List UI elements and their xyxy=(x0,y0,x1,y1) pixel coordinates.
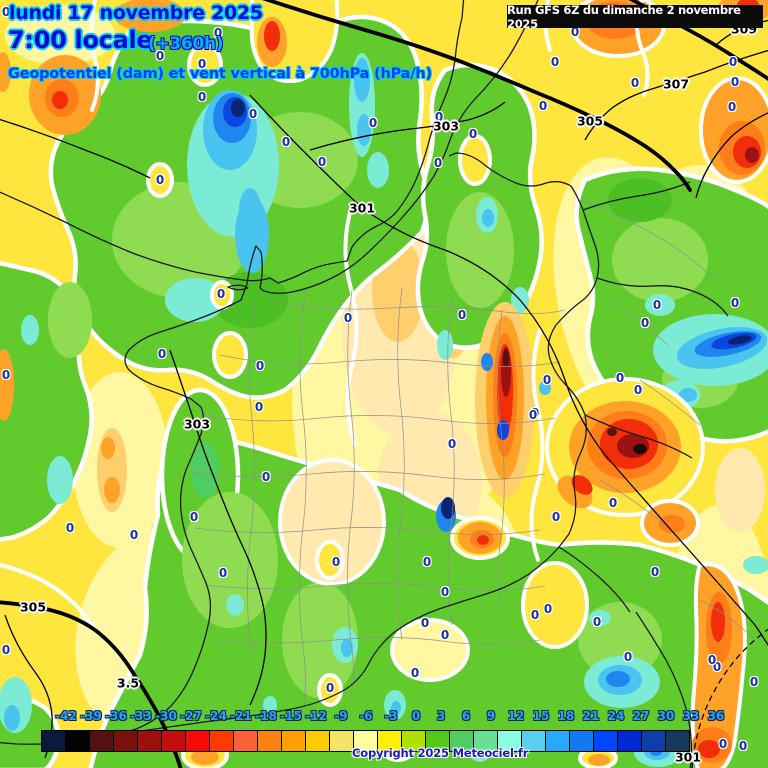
colorbar-box xyxy=(329,730,354,752)
colorbar-tick: 27 xyxy=(632,709,650,723)
colorbar-tick: -15 xyxy=(280,709,302,723)
colorbar-tick: 24 xyxy=(607,709,625,723)
date-label: lundi 17 novembre 2025 xyxy=(9,2,263,24)
colorbar-tick: 9 xyxy=(486,709,496,723)
colorbar-box xyxy=(257,730,282,752)
model-run-banner: Run GFS 6Z du dimanche 2 novembre 2025 xyxy=(507,2,763,31)
colorbar-tick: -36 xyxy=(105,709,127,723)
colorbar-tick: 12 xyxy=(507,709,525,723)
colorbar-tick: -33 xyxy=(130,709,152,723)
colorbar-box xyxy=(209,730,234,752)
colorbar-box xyxy=(305,730,330,752)
colorbar-box xyxy=(617,730,642,752)
colorbar-box xyxy=(113,730,138,752)
colorbar-box xyxy=(665,730,690,752)
colorbar-box xyxy=(545,730,570,752)
colorbar-tick: 0 xyxy=(411,709,421,723)
colorbar-box xyxy=(569,730,594,752)
colorbar-tick: -3 xyxy=(384,709,398,723)
model-run-label: Run GFS 6Z du dimanche 2 novembre 2025 xyxy=(507,2,741,31)
colorbar-tick: -21 xyxy=(230,709,252,723)
colorbar-box xyxy=(593,730,618,752)
colorbar-tick: 36 xyxy=(707,709,725,723)
colorbar-tick: 30 xyxy=(657,709,675,723)
colorbar-tick: 6 xyxy=(461,709,471,723)
colorbar-box xyxy=(41,730,66,752)
colorbar-tick: -27 xyxy=(180,709,202,723)
colorbar-box xyxy=(281,730,306,752)
forecast-offset-label: (+360h) xyxy=(148,34,224,54)
copyright-label: Copyright 2025 Meteociel.fr xyxy=(352,746,529,760)
colorbar-box xyxy=(161,730,186,752)
colorbar-tick: -24 xyxy=(205,709,227,723)
colorbar-box xyxy=(89,730,114,752)
colorbar-box xyxy=(641,730,666,752)
colorbar-box xyxy=(137,730,162,752)
colorbar-tick: -6 xyxy=(359,709,373,723)
time-label: 7:00 locale xyxy=(8,26,153,54)
colorbar-tick: 21 xyxy=(582,709,600,723)
colorbar-tick: -42 xyxy=(55,709,77,723)
coastlines-borders xyxy=(0,0,729,768)
colorbar-tick: 18 xyxy=(557,709,575,723)
colorbar-tick: 3 xyxy=(436,709,446,723)
parameter-title: Geopotentiel (dam) et vent vertical à 70… xyxy=(8,66,432,82)
colorbar-tick: -18 xyxy=(255,709,277,723)
colorbar-box xyxy=(65,730,90,752)
colorbar-tick: -12 xyxy=(305,709,327,723)
colorbar-box xyxy=(185,730,210,752)
colorbar xyxy=(41,730,690,752)
colorbar-box xyxy=(233,730,258,752)
colorbar-tick: -9 xyxy=(334,709,348,723)
colorbar-tick: -39 xyxy=(80,709,102,723)
colorbar-tick: 15 xyxy=(532,709,550,723)
colorbar-ticks: -42 -39 -36 -33 -30 -27 -24 -21 -18 -15 -12 -9 -6 -3 0… xyxy=(0,709,768,725)
colorbar-tick: 33 xyxy=(682,709,700,723)
colorbar-tick: -30 xyxy=(155,709,177,723)
